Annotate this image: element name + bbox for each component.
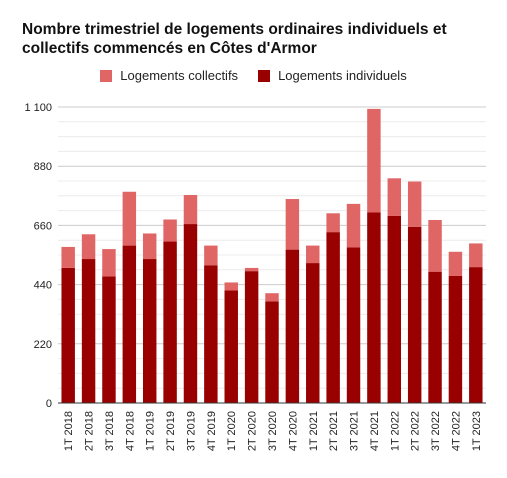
bar-individuels (142, 259, 157, 403)
bar-collectifs (285, 199, 300, 250)
bar-individuels (224, 290, 238, 403)
bar-individuels (407, 226, 422, 403)
x-tick-label: 4T 2020 (287, 411, 299, 451)
bar-collectifs (306, 245, 320, 264)
bar-collectifs (102, 249, 116, 277)
bar-individuels (346, 247, 361, 403)
x-tick-label: 2T 2019 (165, 411, 177, 451)
bar-individuels (469, 267, 483, 403)
x-tick-label: 2T 2018 (84, 411, 96, 451)
x-tick-label: 1T 2022 (389, 411, 401, 451)
chart-title-line-2: collectifs commencés en Côtes d'Armor (22, 40, 317, 57)
legend-swatch-individuels (258, 69, 271, 82)
bar-individuels (81, 259, 96, 403)
x-tick-label: 3T 2021 (349, 411, 361, 451)
bar-collectifs (367, 108, 381, 213)
bar-individuels (183, 224, 198, 403)
x-tick-label: 4T 2022 (450, 411, 462, 451)
bar-collectifs (244, 267, 259, 272)
legend-item-individuels[interactable]: Logements individuels (258, 68, 407, 83)
x-tick-label: 4T 2019 (206, 411, 218, 451)
bar-individuels (428, 271, 442, 403)
x-tick-label: 1T 2023 (471, 411, 483, 451)
bar-collectifs (265, 293, 279, 302)
bar-individuels (387, 215, 402, 403)
bar-collectifs (61, 246, 75, 268)
bar-individuels (61, 267, 75, 403)
x-tick-label: 1T 2019 (145, 411, 157, 451)
bar-collectifs (469, 243, 483, 268)
bar-collectifs (326, 213, 340, 233)
bar-individuels (122, 245, 137, 403)
bar-individuels (244, 271, 259, 403)
bar-individuels (285, 249, 300, 403)
y-tick-label: 440 (34, 280, 52, 292)
bar-collectifs (183, 194, 198, 225)
y-tick-label: 220 (34, 339, 52, 351)
y-tick-label: 0 (46, 398, 52, 410)
bar-collectifs (387, 178, 402, 216)
x-tick-label: 4T 2018 (124, 411, 136, 451)
bar-collectifs (142, 233, 157, 260)
legend-item-collectifs[interactable]: Logements collectifs (100, 68, 238, 83)
legend-label-collectifs: Logements collectifs (120, 68, 239, 83)
chart-title-line-1: Nombre trimestriel de logements ordinair… (22, 21, 447, 38)
bar-individuels (163, 241, 177, 403)
x-tick-label: 3T 2022 (430, 411, 442, 451)
bar-individuels (204, 265, 218, 403)
x-tick-label: 1T 2021 (308, 411, 320, 451)
bar-individuels (306, 263, 320, 403)
bar-collectifs (204, 245, 218, 266)
x-tick-label: 3T 2019 (185, 411, 197, 451)
bar-collectifs (428, 220, 442, 272)
x-tick-label: 1T 2018 (63, 411, 75, 451)
bar-collectifs (81, 234, 96, 260)
x-tick-label: 3T 2020 (267, 411, 279, 451)
bar-individuels (265, 301, 279, 403)
legend-label-individuels: Logements individuels (278, 68, 407, 83)
legend-swatch-collectifs (100, 69, 113, 82)
bar-collectifs (448, 251, 463, 276)
x-tick-label: 2T 2021 (328, 411, 340, 451)
x-tick-label: 4T 2021 (369, 411, 381, 451)
bar-individuels (326, 232, 340, 403)
bar-collectifs (346, 203, 361, 248)
x-tick-label: 3T 2018 (104, 411, 116, 451)
bar-individuels (367, 212, 381, 403)
x-tick-label: 1T 2020 (226, 411, 238, 451)
y-tick-label: 1 100 (24, 102, 52, 114)
bar-individuels (448, 275, 463, 403)
x-tick-label: 2T 2022 (410, 411, 422, 451)
x-tick-label: 2T 2020 (247, 411, 259, 451)
bar-collectifs (224, 282, 238, 291)
bar-collectifs (163, 219, 177, 242)
bar-collectifs (122, 191, 137, 246)
chart-title: Nombre trimestriel de logements ordinair… (22, 20, 492, 58)
bar-collectifs (407, 181, 422, 227)
y-tick-label: 880 (34, 161, 52, 173)
y-tick-label: 660 (34, 220, 52, 232)
bar-individuels (102, 276, 116, 403)
chart-legend: Logements collectifs Logements individue… (0, 68, 507, 83)
